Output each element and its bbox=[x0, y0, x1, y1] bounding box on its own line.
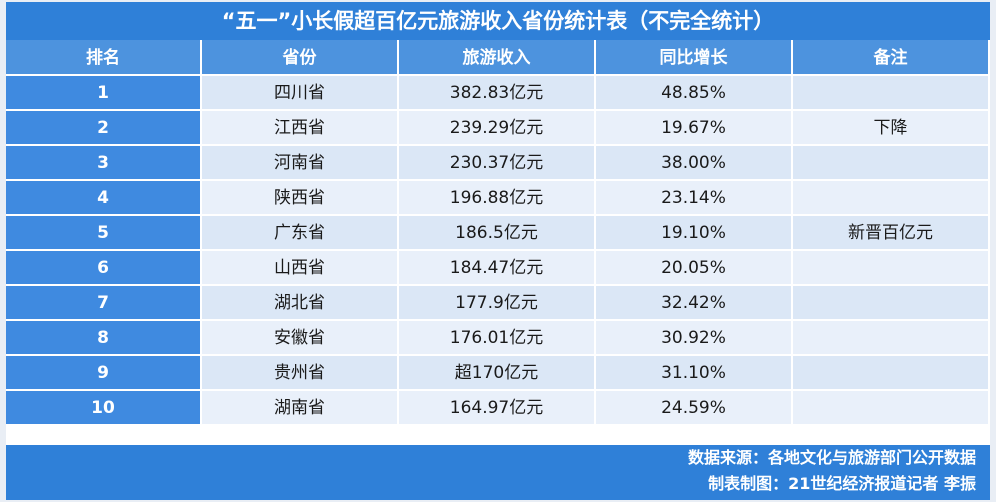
growth-cell: 48.85% bbox=[596, 76, 793, 111]
header-cell: 同比增长 bbox=[596, 40, 793, 76]
note-cell bbox=[793, 286, 990, 321]
credit: 制表制图：21世纪经济报道记者 李振 bbox=[708, 474, 976, 493]
note-cell bbox=[793, 76, 990, 111]
rank-cell: 9 bbox=[6, 356, 202, 391]
rank-cell: 1 bbox=[6, 76, 202, 111]
data-table: 排名 省份 旅游收入 同比增长 备注 1 四川省 382.83亿元 48.85% 2 江西省 239.… bbox=[6, 40, 990, 426]
province-cell: 安徽省 bbox=[202, 321, 399, 356]
header-cell: 备注 bbox=[793, 40, 990, 76]
table-sheet: “五一”小长假超百亿元旅游收入省份统计表（不完全统计） 排名 省份 旅游收入 同比增长… bbox=[6, 2, 990, 500]
income-cell: 196.88亿元 bbox=[399, 181, 596, 216]
province-cell: 广东省 bbox=[202, 216, 399, 251]
note-cell bbox=[793, 321, 990, 356]
rank-cell: 2 bbox=[6, 111, 202, 146]
rank-cell: 4 bbox=[6, 181, 202, 216]
header-cell: 排名 bbox=[6, 40, 202, 76]
province-cell: 湖南省 bbox=[202, 391, 399, 426]
footer: 数据来源：各地文化与旅游部门公开数据 制表制图：21世纪经济报道记者 李振 bbox=[6, 445, 990, 500]
province-cell: 山西省 bbox=[202, 251, 399, 286]
header-cell: 旅游收入 bbox=[399, 40, 596, 76]
growth-cell: 32.42% bbox=[596, 286, 793, 321]
growth-cell: 30.92% bbox=[596, 321, 793, 356]
growth-cell: 19.10% bbox=[596, 216, 793, 251]
income-cell: 177.9亿元 bbox=[399, 286, 596, 321]
income-cell: 184.47亿元 bbox=[399, 251, 596, 286]
income-cell: 382.83亿元 bbox=[399, 76, 596, 111]
income-cell: 176.01亿元 bbox=[399, 321, 596, 356]
income-cell: 230.37亿元 bbox=[399, 146, 596, 181]
header-cell: 省份 bbox=[202, 40, 399, 76]
province-cell: 贵州省 bbox=[202, 356, 399, 391]
income-cell: 239.29亿元 bbox=[399, 111, 596, 146]
note-cell bbox=[793, 356, 990, 391]
growth-cell: 31.10% bbox=[596, 356, 793, 391]
province-cell: 河南省 bbox=[202, 146, 399, 181]
growth-cell: 23.14% bbox=[596, 181, 793, 216]
income-cell: 186.5亿元 bbox=[399, 216, 596, 251]
data-source: 数据来源：各地文化与旅游部门公开数据 bbox=[687, 448, 976, 467]
rank-cell: 5 bbox=[6, 216, 202, 251]
province-cell: 湖北省 bbox=[202, 286, 399, 321]
growth-cell: 20.05% bbox=[596, 251, 793, 286]
table-title: “五一”小长假超百亿元旅游收入省份统计表（不完全统计） bbox=[6, 2, 990, 40]
note-cell: 新晋百亿元 bbox=[793, 216, 990, 251]
rank-cell: 3 bbox=[6, 146, 202, 181]
rank-cell: 6 bbox=[6, 251, 202, 286]
note-cell bbox=[793, 146, 990, 181]
rank-cell: 8 bbox=[6, 321, 202, 356]
rank-cell: 7 bbox=[6, 286, 202, 321]
province-cell: 陕西省 bbox=[202, 181, 399, 216]
note-cell bbox=[793, 181, 990, 216]
growth-cell: 24.59% bbox=[596, 391, 793, 426]
note-cell bbox=[793, 251, 990, 286]
rank-cell: 10 bbox=[6, 391, 202, 426]
income-cell: 164.97亿元 bbox=[399, 391, 596, 426]
growth-cell: 38.00% bbox=[596, 146, 793, 181]
province-cell: 江西省 bbox=[202, 111, 399, 146]
note-cell: 下降 bbox=[793, 111, 990, 146]
growth-cell: 19.67% bbox=[596, 111, 793, 146]
province-cell: 四川省 bbox=[202, 76, 399, 111]
note-cell bbox=[793, 391, 990, 426]
income-cell: 超170亿元 bbox=[399, 356, 596, 391]
